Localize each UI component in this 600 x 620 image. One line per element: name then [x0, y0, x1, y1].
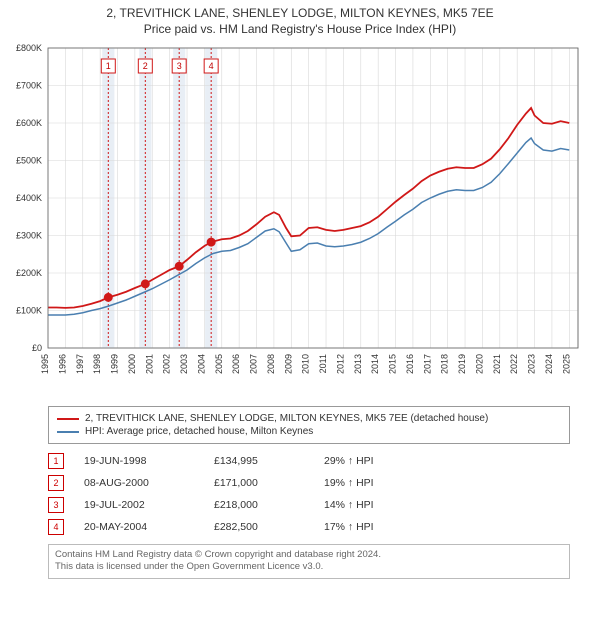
svg-text:2006: 2006	[231, 354, 241, 374]
svg-text:£0: £0	[32, 343, 42, 353]
svg-text:2014: 2014	[370, 354, 380, 374]
legend-item: HPI: Average price, detached house, Milt…	[57, 426, 561, 437]
sale-index-badge: 4	[48, 519, 64, 535]
svg-text:2007: 2007	[249, 354, 259, 374]
sale-delta-vs-hpi: 17% ↑ HPI	[324, 521, 414, 533]
legend-label: HPI: Average price, detached house, Milt…	[85, 426, 313, 437]
svg-text:£300K: £300K	[16, 231, 42, 241]
svg-text:£100K: £100K	[16, 306, 42, 316]
sale-price: £171,000	[214, 477, 304, 489]
svg-text:3: 3	[177, 61, 182, 71]
legend: 2, TREVITHICK LANE, SHENLEY LODGE, MILTO…	[48, 406, 570, 444]
chart-title-block: 2, TREVITHICK LANE, SHENLEY LODGE, MILTO…	[0, 0, 600, 38]
svg-text:1: 1	[106, 61, 111, 71]
svg-text:1997: 1997	[75, 354, 85, 374]
svg-text:2022: 2022	[509, 354, 519, 374]
sale-index-badge: 2	[48, 475, 64, 491]
svg-text:2005: 2005	[214, 354, 224, 374]
svg-text:2017: 2017	[422, 354, 432, 374]
svg-text:2013: 2013	[353, 354, 363, 374]
sale-date: 19-JUL-2002	[84, 499, 194, 511]
sale-row: 3 19-JUL-2002 £218,000 14% ↑ HPI	[48, 494, 570, 516]
sale-date: 08-AUG-2000	[84, 477, 194, 489]
svg-text:1999: 1999	[110, 354, 120, 374]
svg-text:2: 2	[143, 61, 148, 71]
svg-text:2023: 2023	[527, 354, 537, 374]
sale-delta-vs-hpi: 14% ↑ HPI	[324, 499, 414, 511]
svg-text:4: 4	[209, 61, 214, 71]
legend-swatch	[57, 418, 79, 420]
svg-text:2025: 2025	[561, 354, 571, 374]
sale-index-badge: 1	[48, 453, 64, 469]
sale-row: 1 19-JUN-1998 £134,995 29% ↑ HPI	[48, 450, 570, 472]
sale-price: £282,500	[214, 521, 304, 533]
svg-text:1998: 1998	[92, 354, 102, 374]
svg-text:2010: 2010	[301, 354, 311, 374]
svg-text:2009: 2009	[283, 354, 293, 374]
svg-text:2019: 2019	[457, 354, 467, 374]
svg-text:2002: 2002	[162, 354, 172, 374]
attribution-line-1: Contains HM Land Registry data © Crown c…	[55, 549, 563, 561]
svg-text:1996: 1996	[57, 354, 67, 374]
svg-text:2016: 2016	[405, 354, 415, 374]
svg-text:2020: 2020	[474, 354, 484, 374]
svg-text:2000: 2000	[127, 354, 137, 374]
sale-row: 4 20-MAY-2004 £282,500 17% ↑ HPI	[48, 516, 570, 538]
svg-text:2024: 2024	[544, 354, 554, 374]
chart-title-subtitle: Price paid vs. HM Land Registry's House …	[10, 22, 590, 36]
sale-index-badge: 3	[48, 497, 64, 513]
svg-text:£700K: £700K	[16, 81, 42, 91]
svg-text:2015: 2015	[388, 354, 398, 374]
svg-text:2003: 2003	[179, 354, 189, 374]
sale-date: 20-MAY-2004	[84, 521, 194, 533]
legend-item: 2, TREVITHICK LANE, SHENLEY LODGE, MILTO…	[57, 413, 561, 424]
sale-date: 19-JUN-1998	[84, 455, 194, 467]
legend-swatch	[57, 431, 79, 433]
sales-table: 1 19-JUN-1998 £134,995 29% ↑ HPI 2 08-AUG-200…	[48, 450, 570, 538]
svg-text:2021: 2021	[492, 354, 502, 374]
chart-svg: £0 £100K £200K £300K £400K £500K £600K £700K £80…	[0, 38, 600, 398]
chart-container: { "title": { "line1": "2, TREVITHICK LAN…	[0, 0, 600, 579]
sale-price: £218,000	[214, 499, 304, 511]
sale-delta-vs-hpi: 19% ↑ HPI	[324, 477, 414, 489]
svg-text:2011: 2011	[318, 354, 328, 373]
svg-text:£500K: £500K	[16, 156, 42, 166]
svg-text:£600K: £600K	[16, 118, 42, 128]
svg-text:2008: 2008	[266, 354, 276, 374]
svg-text:2018: 2018	[440, 354, 450, 374]
attribution-line-2: This data is licensed under the Open Gov…	[55, 561, 563, 573]
sale-price: £134,995	[214, 455, 304, 467]
svg-text:2001: 2001	[144, 354, 154, 374]
data-attribution: Contains HM Land Registry data © Crown c…	[48, 544, 570, 579]
svg-text:2012: 2012	[335, 354, 345, 374]
svg-text:£800K: £800K	[16, 43, 42, 53]
chart-plot-area: £0 £100K £200K £300K £400K £500K £600K £700K £80…	[0, 38, 600, 398]
svg-text:2004: 2004	[196, 354, 206, 374]
svg-text:£400K: £400K	[16, 193, 42, 203]
sale-row: 2 08-AUG-2000 £171,000 19% ↑ HPI	[48, 472, 570, 494]
svg-text:1995: 1995	[40, 354, 50, 374]
legend-label: 2, TREVITHICK LANE, SHENLEY LODGE, MILTO…	[85, 413, 488, 424]
chart-title-address: 2, TREVITHICK LANE, SHENLEY LODGE, MILTO…	[10, 6, 590, 20]
svg-text:£200K: £200K	[16, 268, 42, 278]
sale-delta-vs-hpi: 29% ↑ HPI	[324, 455, 414, 467]
